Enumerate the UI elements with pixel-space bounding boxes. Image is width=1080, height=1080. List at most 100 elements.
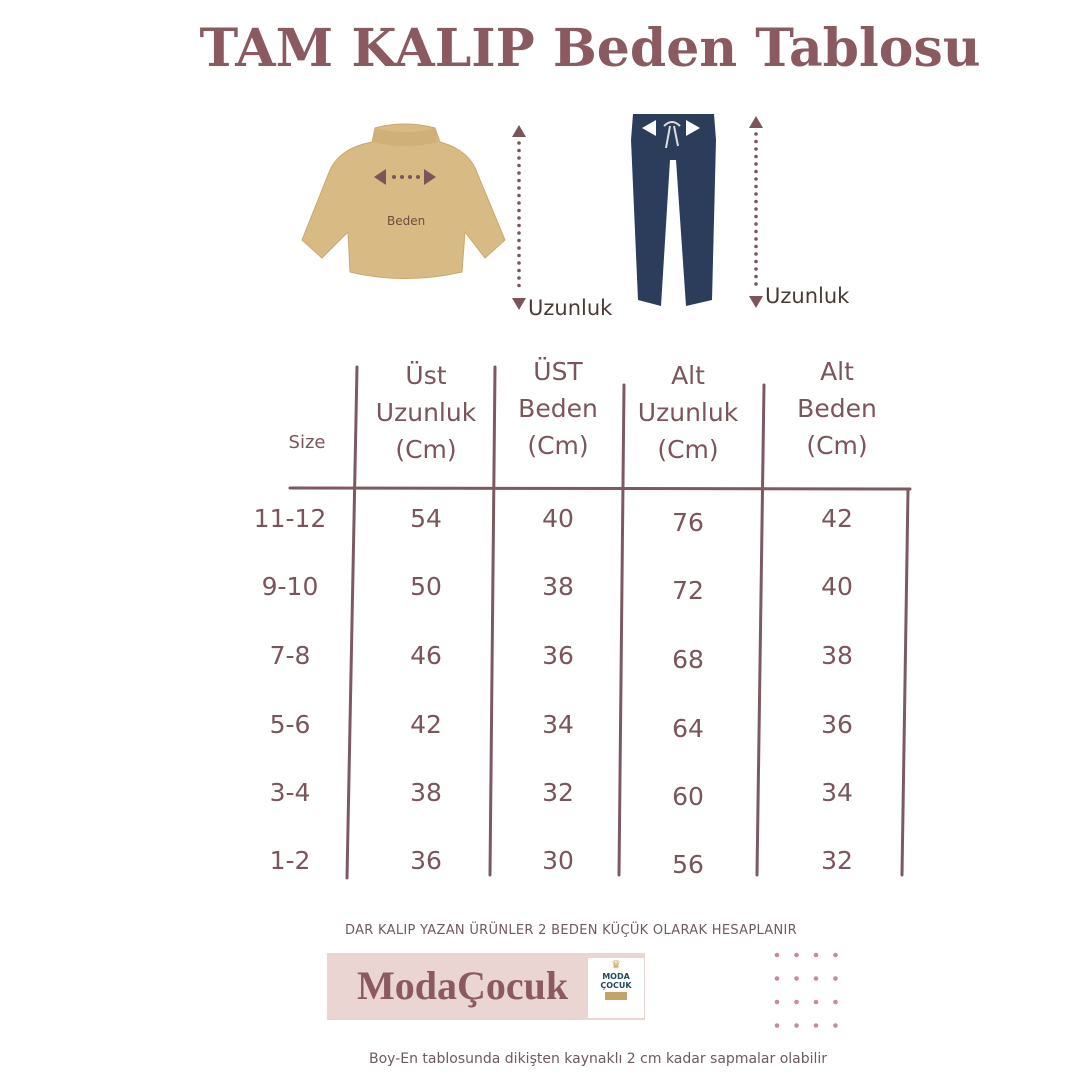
value-cell: 36 xyxy=(821,710,853,739)
arrow-dot xyxy=(754,274,758,279)
arrow-dot xyxy=(517,178,521,183)
decor-dot xyxy=(813,1023,819,1028)
value-cell: 76 xyxy=(672,508,704,537)
decor-dot xyxy=(794,952,799,958)
decor-dot xyxy=(774,976,780,981)
column-header-line: Uzunluk xyxy=(637,398,739,427)
value-cell: 68 xyxy=(672,645,704,674)
arrow-dot xyxy=(517,216,521,220)
arrow-dot xyxy=(754,184,758,189)
decor-dot xyxy=(794,976,799,981)
decor-dot xyxy=(774,1023,780,1028)
arrow-dot xyxy=(517,193,521,198)
width-arrow-icon xyxy=(374,169,436,185)
size-cell: 7-8 xyxy=(269,641,311,670)
column-divider xyxy=(617,383,626,877)
arrow-dot xyxy=(754,132,758,136)
arrow-dot xyxy=(517,156,521,160)
arrow-dot xyxy=(754,169,758,174)
value-cell: 56 xyxy=(672,850,704,879)
column-header-line: (Cm) xyxy=(527,431,589,460)
footer-note: Boy-En tablosunda dikişten kaynaklı 2 cm… xyxy=(369,1051,828,1067)
size-cell: 11-12 xyxy=(253,504,327,533)
value-cell: 36 xyxy=(542,641,574,670)
value-cell: 34 xyxy=(542,710,574,739)
value-cell: 32 xyxy=(821,846,853,875)
size-cell: 1-2 xyxy=(269,846,311,875)
value-cell: 38 xyxy=(410,778,442,807)
arrow-dot xyxy=(754,162,758,166)
arrow-dot xyxy=(754,244,758,249)
value-cell: 72 xyxy=(672,576,704,605)
column-header: ÜST Beden (Cm) xyxy=(496,353,620,464)
value-cell: 54 xyxy=(410,504,442,533)
arrow-dot xyxy=(754,259,758,264)
arrow-dot xyxy=(754,139,758,144)
arrow-dot xyxy=(517,276,521,280)
value-cell: 40 xyxy=(821,572,853,601)
arrow-dot xyxy=(517,201,521,205)
pants-illustration xyxy=(631,114,716,306)
top-length-label: Uzunluk xyxy=(528,296,613,320)
decor-dot xyxy=(833,976,838,981)
arrow-dot xyxy=(754,222,758,226)
arrow-dot xyxy=(517,283,521,288)
arrow-dot xyxy=(754,252,758,256)
value-cell: 36 xyxy=(410,846,442,875)
arrow-dot xyxy=(754,207,758,211)
column-header-line: (Cm) xyxy=(806,431,868,460)
value-cell: 38 xyxy=(821,641,853,670)
value-cell: 34 xyxy=(821,778,853,807)
value-cell: 32 xyxy=(542,778,574,807)
arrow-dot xyxy=(517,231,521,235)
decor-dot xyxy=(813,999,819,1005)
sweater-illustration xyxy=(301,123,506,279)
column-header-line: (Cm) xyxy=(657,435,719,464)
arrow-dot xyxy=(517,186,521,190)
size-cell: 9-10 xyxy=(261,572,319,601)
column-header-line: Alt xyxy=(820,357,854,386)
arrow-dot xyxy=(754,237,758,241)
value-cell: 46 xyxy=(410,641,442,670)
column-header: Alt Beden (Cm) xyxy=(775,353,899,464)
arrow-dot xyxy=(754,177,758,181)
column-header-line: (Cm) xyxy=(395,435,457,464)
garment-illustrations xyxy=(301,114,763,310)
arrow-dot xyxy=(754,147,758,151)
column-header-line: Beden xyxy=(518,394,598,423)
arrow-dot xyxy=(754,282,758,286)
arrow-dot xyxy=(517,141,521,145)
arrow-dot xyxy=(517,238,521,243)
arrow-dot xyxy=(517,246,521,250)
arrow-dot xyxy=(754,267,758,271)
column-divider xyxy=(488,365,497,877)
decor-dot xyxy=(813,976,819,981)
column-header-line: Uzunluk xyxy=(375,398,477,427)
arrow-dot xyxy=(517,253,521,258)
column-divider xyxy=(755,383,766,877)
column-header-line: Size xyxy=(288,432,326,453)
arrow-dot xyxy=(517,223,521,228)
decor-dot xyxy=(813,952,819,958)
arrow-dot xyxy=(754,192,758,196)
brand-logo: ♛ MODA ÇOCUK xyxy=(588,958,644,1018)
decor-dot xyxy=(833,952,838,958)
bottom-length-label: Uzunluk xyxy=(765,284,850,308)
column-header-line: Üst xyxy=(405,361,447,390)
size-cell: 5-6 xyxy=(269,710,311,739)
bottom-length-arrow-icon xyxy=(749,116,763,308)
column-header-line: ÜST xyxy=(533,357,583,386)
page-title: TAM KALIP Beden Tablosu xyxy=(199,18,981,79)
column-divider xyxy=(345,365,359,880)
arrow-dot xyxy=(754,154,758,159)
column-header: Üst Uzunluk (Cm) xyxy=(364,357,488,468)
arrow-dot xyxy=(517,148,521,153)
header-divider xyxy=(288,486,912,491)
arrow-dot xyxy=(517,171,521,175)
value-cell: 30 xyxy=(542,846,574,875)
value-cell: 50 xyxy=(410,572,442,601)
value-cell: 42 xyxy=(821,504,853,533)
arrow-dot xyxy=(517,163,521,168)
top-length-arrow-icon xyxy=(512,125,526,310)
